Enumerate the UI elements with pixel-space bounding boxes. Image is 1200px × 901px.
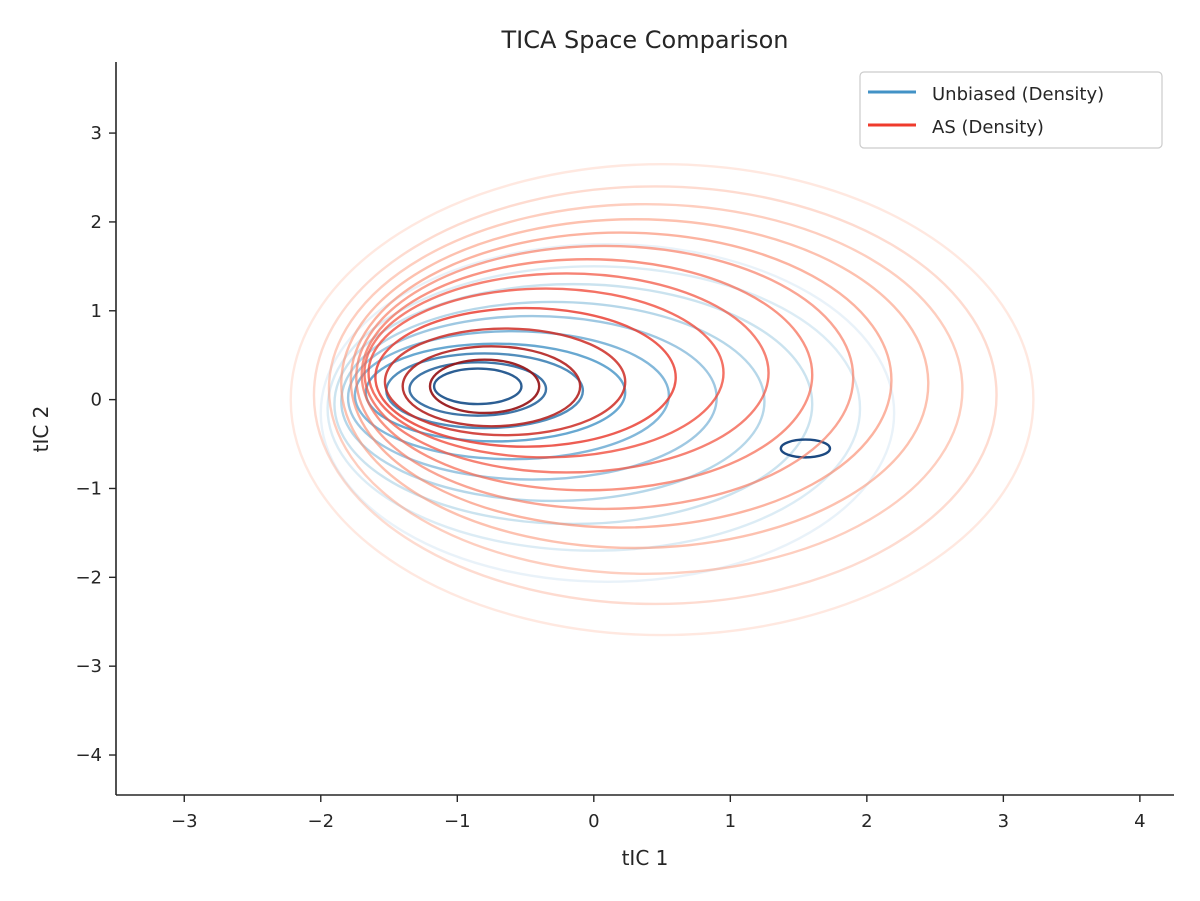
y-tick-label: −2 [75,567,102,588]
series-unbiased [319,242,896,583]
x-axis: −3 −2 −1 0 1 2 3 4 [116,794,1174,832]
contour-level [374,306,677,448]
y-axis: −4 −3 −2 −1 0 1 2 3 [75,62,117,795]
plot-area [289,162,1035,637]
contour-level [408,361,548,417]
contour-level [367,287,725,459]
y-tick-label: 3 [91,123,102,144]
y-tick-label: 1 [91,301,102,322]
x-axis-label: tIC 1 [622,846,669,870]
contour-level [326,265,862,552]
contour-level [355,244,855,511]
legend: Unbiased (Density) AS (Density) [859,71,1163,149]
legend-label-unbiased: Unbiased (Density) [932,84,1104,105]
x-tick-label: −2 [308,811,335,832]
x-tick-label: −3 [171,811,198,832]
legend-box [859,71,1163,149]
y-tick-label: −3 [75,656,102,677]
contour-level [312,185,998,606]
contour-level [428,358,541,415]
contour-level [340,218,930,550]
contour-level [333,282,814,526]
chart-title: TICA Space Comparison [500,26,788,54]
contour-level [360,258,814,492]
x-tick-label: 1 [725,811,736,832]
y-tick-label: 2 [91,212,102,233]
contour-level [779,438,832,459]
contour-level [364,342,627,443]
contour-level [363,272,770,474]
x-tick-label: 3 [998,811,1009,832]
contour-level [353,330,671,461]
x-tick-label: 2 [861,811,872,832]
contour-level [289,162,1035,637]
x-tick-label: 0 [588,811,599,832]
x-tick-label: −1 [444,811,471,832]
contour-level [401,345,582,428]
contour-level [432,367,523,406]
series-as [289,162,1035,637]
x-tick-label: 4 [1134,811,1145,832]
contour-level [340,300,766,503]
contour-level [349,231,893,529]
y-tick-label: −4 [75,745,102,766]
y-axis-label: tIC 2 [29,406,53,453]
y-tick-label: −1 [75,478,102,499]
contour-level [319,242,896,583]
contour-level [327,202,964,575]
y-tick-label: 0 [91,390,102,411]
contour-level [383,327,627,437]
legend-label-as: AS (Density) [932,117,1044,138]
